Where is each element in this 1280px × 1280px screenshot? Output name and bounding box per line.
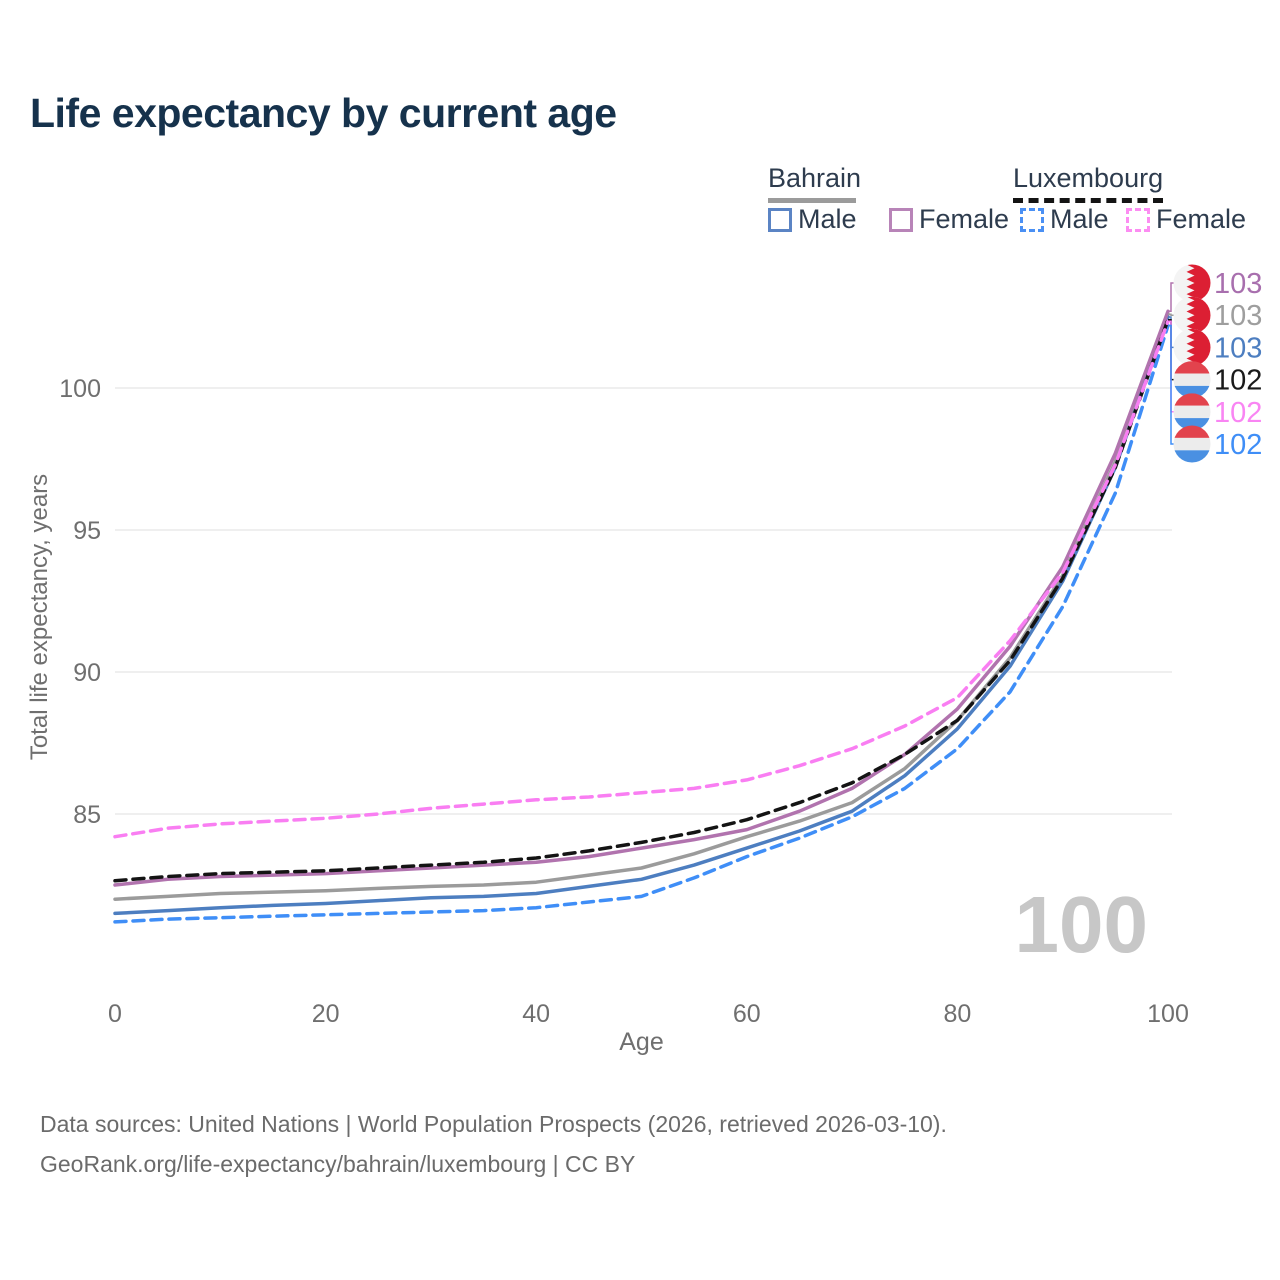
- x-tick-40: 40: [522, 1000, 550, 1028]
- luxembourg-female-label: Female: [1156, 204, 1247, 234]
- age-counter-watermark: 100: [1015, 880, 1148, 969]
- legend-item-bahrain-female[interactable]: Female: [889, 204, 1009, 235]
- y-tick-90: 90: [73, 659, 101, 687]
- x-tick-100: 100: [1147, 1000, 1189, 1028]
- x-tick-20: 20: [312, 1000, 340, 1028]
- legend-group-luxembourg-label[interactable]: Luxembourg: [1013, 163, 1164, 193]
- x-tick-0: 0: [108, 1000, 122, 1028]
- end-value-luxembourg-male: 102: [1214, 429, 1262, 461]
- bahrain-line-style-swatch: [768, 198, 856, 203]
- flag-luxembourg-icon: [1173, 393, 1211, 431]
- series-line-luxembourg-combined[interactable]: [113, 318, 1170, 883]
- end-value-luxembourg-female: 102: [1214, 397, 1262, 429]
- x-tick-60: 60: [733, 1000, 761, 1028]
- y-axis-title: Total life expectancy, years: [26, 474, 53, 760]
- x-tick-80: 80: [943, 1000, 971, 1028]
- series-line-bahrain-combined[interactable]: [113, 312, 1170, 901]
- bahrain-male-label: Male: [798, 204, 857, 234]
- legend-item-bahrain-male[interactable]: Male: [768, 204, 857, 235]
- end-value-luxembourg-combined: 102: [1214, 365, 1262, 397]
- flag-bahrain-icon: [1173, 264, 1211, 302]
- y-tick-100: 100: [59, 375, 101, 403]
- page-title: Life expectancy by current age: [30, 90, 617, 136]
- series-line-luxembourg-male[interactable]: [113, 323, 1170, 924]
- flag-bahrain-icon: [1173, 328, 1211, 366]
- series-line-luxembourg-female[interactable]: [113, 319, 1170, 839]
- y-tick-95: 95: [73, 517, 101, 545]
- flag-luxembourg-icon: [1173, 425, 1211, 463]
- luxembourg-female-checkbox[interactable]: [1126, 207, 1150, 232]
- flag-bahrain-icon: [1173, 296, 1211, 334]
- series-line-bahrain-female[interactable]: [113, 309, 1170, 887]
- end-value-bahrain-female: 103: [1214, 268, 1262, 300]
- attribution-text: GeoRank.org/life-expectancy/bahrain/luxe…: [40, 1151, 636, 1177]
- flag-luxembourg-icon: [1173, 361, 1211, 399]
- luxembourg-male-label: Male: [1050, 204, 1109, 234]
- data-source-text: Data sources: United Nations | World Pop…: [40, 1111, 947, 1137]
- legend-item-luxembourg-male[interactable]: Male: [1020, 204, 1109, 235]
- legend-group-bahrain-label[interactable]: Bahrain: [768, 163, 862, 193]
- bahrain-male-checkbox[interactable]: [768, 207, 792, 232]
- legend-group-luxembourg[interactable]: Luxembourg: [1013, 163, 1163, 203]
- chart-footer: Data sources: United Nations | World Pop…: [40, 1104, 947, 1184]
- legend-item-luxembourg-female[interactable]: Female: [1126, 204, 1246, 235]
- series-line-bahrain-male[interactable]: [113, 315, 1170, 916]
- end-value-bahrain-male: 103: [1214, 332, 1262, 364]
- luxembourg-male-checkbox[interactable]: [1020, 207, 1044, 232]
- luxembourg-line-style-swatch: [1013, 198, 1163, 203]
- bahrain-female-label: Female: [919, 204, 1010, 234]
- y-tick-85: 85: [73, 801, 101, 829]
- legend-group-bahrain[interactable]: Bahrain: [768, 163, 861, 203]
- end-value-bahrain-combined: 103: [1214, 300, 1262, 332]
- x-axis-title: Age: [619, 1028, 663, 1056]
- bahrain-female-checkbox[interactable]: [889, 207, 913, 232]
